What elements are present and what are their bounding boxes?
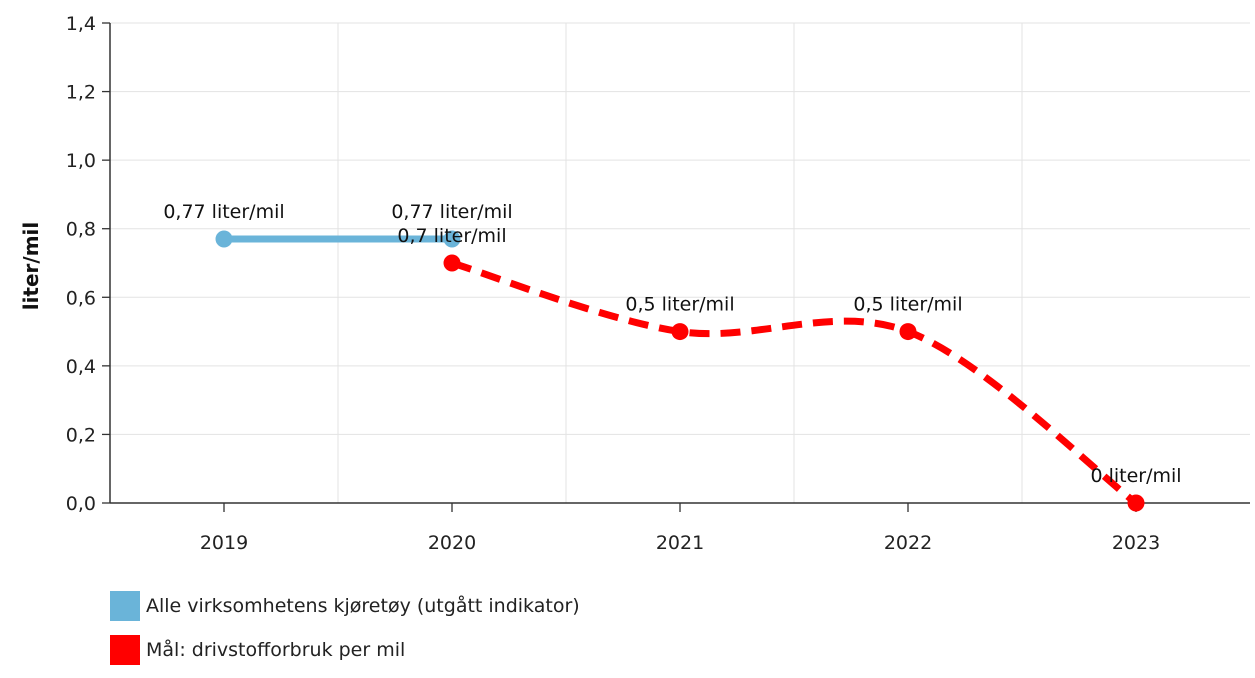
grid-lines [110,22,1250,503]
y-tick-label: 0,0 [66,493,96,515]
data-label: 0,7 liter/mil [397,225,506,247]
x-tick-label: 2021 [656,532,704,554]
y-tick-label: 0,4 [66,356,96,378]
axes [102,22,1250,512]
series-line-2 [450,259,1139,506]
data-point-series-2 [1127,494,1145,512]
line-chart: 0,0 0,2 0,4 0,6 0,8 1,0 1,2 1,4 2019 2020 2021 202… [19,13,1250,554]
x-tick-label: 2020 [428,532,476,554]
y-axis-label: liter/mil [19,222,43,311]
data-label: 0 liter/mil [1090,465,1181,487]
legend-label-series-2: Mål: drivstofforbruk per mil [146,639,406,661]
legend-item-series-1[interactable]: Alle virksomhetens kjøretøy (utgått indi… [110,590,580,622]
series-group [215,230,1145,512]
legend: Alle virksomhetens kjøretøy (utgått indi… [110,590,580,678]
data-label: 0,77 liter/mil [391,201,512,223]
y-tick-labels: 0,0 0,2 0,4 0,6 0,8 1,0 1,2 1,4 [66,13,96,515]
data-point-series-2 [443,254,461,272]
legend-swatch-series-1 [110,591,140,621]
x-tick-label: 2023 [1112,532,1160,554]
x-tick-label: 2022 [884,532,932,554]
data-point-series-2 [671,323,689,341]
y-tick-label: 1,2 [66,82,96,104]
data-label: 0,5 liter/mil [625,294,734,316]
data-label: 0,5 liter/mil [853,294,962,316]
legend-item-series-2[interactable]: Mål: drivstofforbruk per mil [110,634,580,666]
y-tick-label: 0,2 [66,424,96,446]
y-tick-label: 1,4 [66,13,96,35]
y-tick-label: 0,6 [66,287,96,309]
x-tick-label: 2019 [200,532,248,554]
data-point-series-1 [443,230,461,248]
y-tick-label: 1,0 [66,150,96,172]
data-point-series-2 [899,323,917,341]
data-label: 0,77 liter/mil [163,201,284,223]
legend-label-series-1: Alle virksomhetens kjøretøy (utgått indi… [146,595,580,617]
y-tick-label: 0,8 [66,219,96,241]
legend-swatch-series-2 [110,635,140,665]
data-point-series-1 [215,230,233,248]
x-tick-labels: 2019 2020 2021 2022 2023 [200,532,1160,554]
